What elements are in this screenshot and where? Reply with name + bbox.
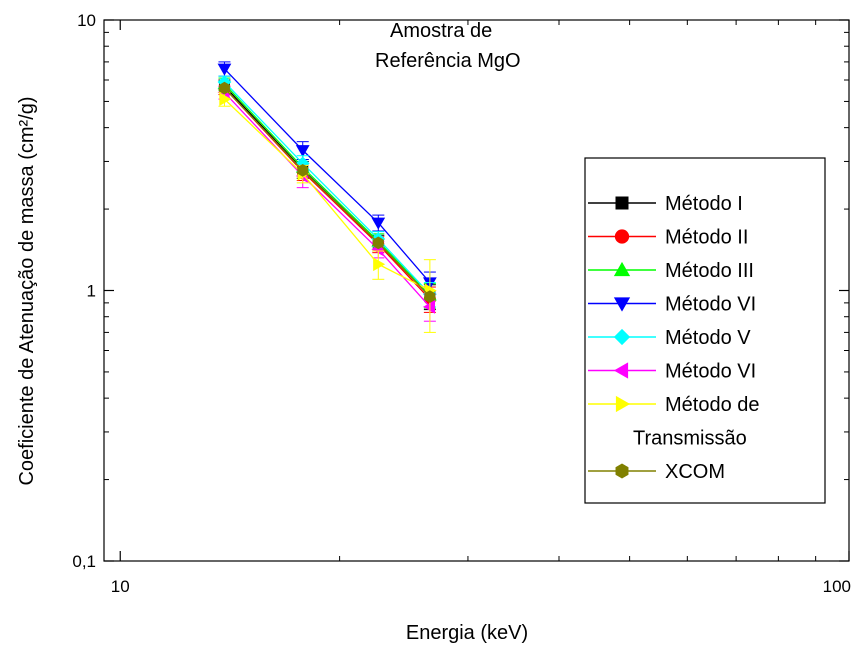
- legend-entry-2: Método II: [588, 227, 748, 249]
- legend: Método I Método II Método III Método VI Méto…: [584, 157, 826, 504]
- legend-label-continued: Transmissão: [633, 428, 747, 450]
- legend-entry-7: Método de Transmissão: [588, 394, 760, 450]
- legend-entry-1: Método I: [588, 193, 743, 215]
- legend-entries: Método I Método II Método III Método VI Méto…: [588, 193, 760, 483]
- data-point: [217, 63, 232, 76]
- legend-box: [584, 157, 826, 504]
- legend-marker: [613, 362, 629, 379]
- series-line: [223, 68, 431, 283]
- legend-marker: [613, 328, 631, 346]
- legend-label: Método I: [665, 193, 743, 215]
- legend-entry-3: Método III: [588, 260, 754, 282]
- axis-ticks: 0,1 1 10 10 100: [72, 11, 851, 596]
- series-8: [218, 81, 436, 303]
- legend-label: Método II: [665, 227, 748, 249]
- y-tick-label: 0,1: [72, 552, 96, 571]
- legend-entry-6: Método VI: [588, 361, 756, 383]
- annotation-line-2: Referência MgO: [375, 50, 521, 72]
- series-4: [217, 61, 437, 295]
- legend-label: Método VI: [665, 361, 756, 383]
- x-tick-label: 100: [823, 577, 851, 596]
- legend-label: Método VI: [665, 294, 756, 316]
- data-point: [371, 217, 386, 230]
- legend-marker: [615, 196, 629, 210]
- legend-label: Método III: [665, 260, 754, 282]
- data-point: [373, 257, 386, 272]
- x-axis-title: Energia (keV): [406, 622, 528, 644]
- legend-entry-8: XCOM: [588, 461, 725, 483]
- legend-entry-5: Método V: [588, 327, 751, 349]
- series-line: [223, 83, 431, 296]
- series-7: [218, 91, 437, 333]
- data-point: [297, 164, 309, 177]
- legend-entry-4: Método VI: [588, 294, 756, 316]
- y-tick-label: 1: [87, 282, 96, 301]
- annotation-line-1: Amostra de: [390, 20, 492, 42]
- data-point: [424, 290, 436, 303]
- x-tick-label: 10: [111, 577, 130, 596]
- legend-marker: [614, 229, 630, 244]
- data-point: [295, 145, 310, 158]
- y-axis-title: Coeficiente de Atenuação de massa (cm²/g…: [16, 96, 38, 485]
- data-point: [422, 299, 436, 314]
- legend-marker: [613, 261, 631, 277]
- legend-label: Método V: [665, 327, 751, 349]
- y-tick-label: 10: [77, 11, 96, 30]
- legend-label: Método de: [665, 394, 760, 416]
- series-line: [224, 98, 431, 292]
- data-point: [219, 92, 232, 106]
- legend-marker: [613, 297, 631, 312]
- series-layer: [217, 61, 437, 333]
- series-line: [223, 81, 431, 295]
- data-point: [218, 81, 230, 95]
- legend-marker: [615, 463, 629, 479]
- data-point: [372, 236, 384, 250]
- series-line: [223, 87, 431, 297]
- legend-marker: [615, 395, 631, 413]
- legend-label: XCOM: [665, 461, 725, 483]
